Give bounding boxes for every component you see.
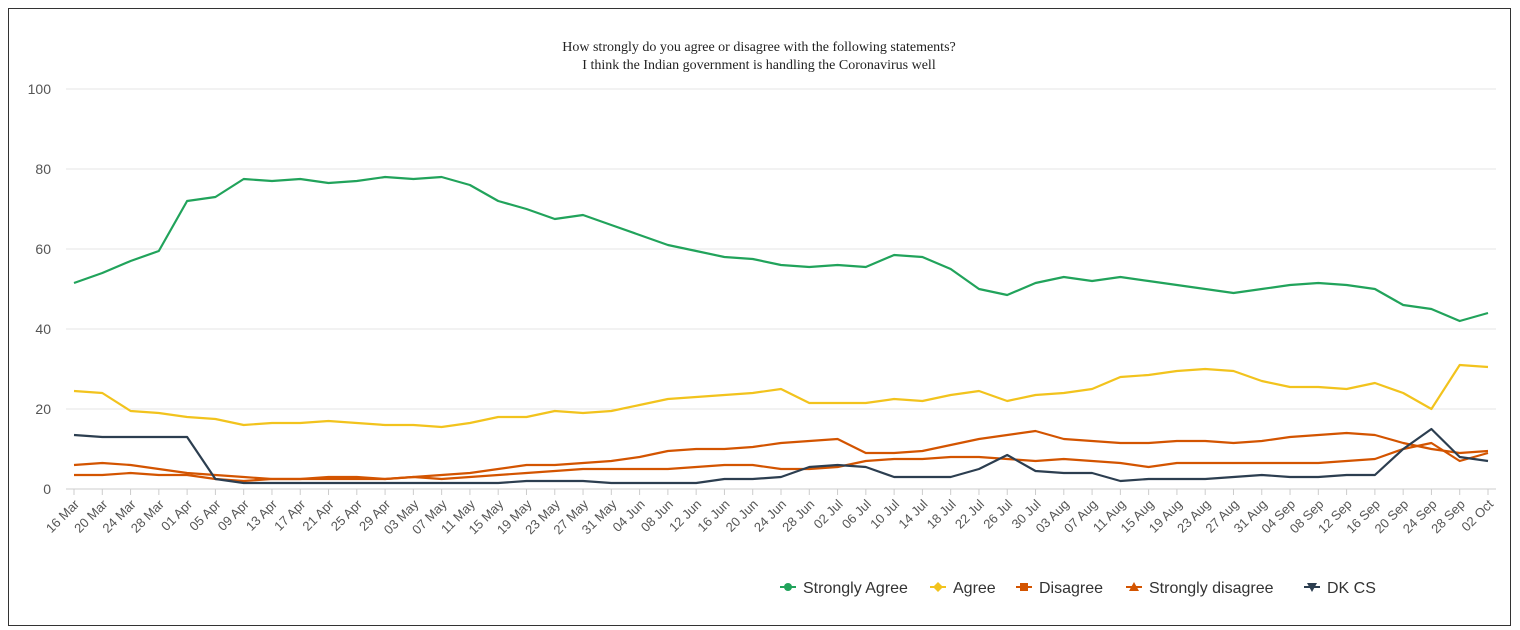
x-tick-label: 22 Jul	[952, 496, 987, 531]
triangle-marker-icon	[1129, 582, 1139, 591]
legend-label: Strongly Agree	[803, 580, 908, 597]
legend-item-disagree[interactable]: Disagree	[1016, 580, 1103, 597]
x-tick-label: 28 Mar	[128, 496, 168, 536]
chart-title: How strongly do you agree or disagree wi…	[562, 40, 955, 55]
y-tick-label: 80	[35, 161, 51, 177]
series-line-dk-cs[interactable]	[73, 427, 1489, 485]
legend-label: Agree	[953, 580, 996, 597]
y-tick-label: 0	[43, 481, 51, 497]
legend-item-strongly-agree[interactable]: Strongly Agree	[780, 580, 908, 597]
legend-label: Strongly disagree	[1149, 580, 1274, 597]
series-group	[73, 175, 1489, 485]
y-axis: 0 20 40 60 80 100	[28, 81, 52, 497]
series-line-strongly-disagree[interactable]	[74, 441, 1489, 483]
series-line-disagree[interactable]	[73, 429, 1489, 481]
y-tick-label: 20	[35, 401, 51, 417]
x-tick-label: 28 Jun	[779, 497, 817, 535]
y-tick-label: 60	[35, 241, 51, 257]
triangle-down-marker-icon	[1307, 583, 1317, 592]
x-tick-label: 18 Jul	[924, 496, 959, 531]
legend-label: Disagree	[1039, 580, 1103, 597]
chart-subtitle: I think the Indian government is handlin…	[582, 58, 936, 73]
legend-item-agree[interactable]: Agree	[930, 580, 996, 597]
x-tick-label: 02 Oct	[1458, 496, 1496, 534]
legend-label: DK CS	[1327, 580, 1376, 597]
legend-item-strongly-disagree[interactable]: Strongly disagree	[1126, 580, 1274, 597]
y-grid	[66, 88, 1496, 490]
x-tick-label: 02 Jul	[811, 496, 846, 531]
line-chart: How strongly do you agree or disagree wi…	[28, 40, 1497, 597]
y-tick-label: 100	[28, 81, 52, 97]
x-tick-label: 14 Jul	[895, 496, 930, 531]
x-tick-label: 06 Jul	[839, 496, 874, 531]
diamond-marker-icon	[933, 582, 943, 592]
legend[interactable]: Strongly Agree Agree Disagree Strongly disa…	[780, 580, 1376, 597]
legend-item-dk-cs[interactable]: DK CS	[1304, 580, 1376, 597]
y-tick-label: 40	[35, 321, 51, 337]
circle-marker-icon	[784, 583, 792, 591]
chart-frame: How strongly do you agree or disagree wi…	[8, 8, 1511, 626]
series-line-strongly-agree[interactable]	[73, 175, 1489, 323]
series-line-agree[interactable]	[73, 363, 1489, 429]
x-tick-label: 26 Jul	[980, 496, 1015, 531]
x-tick-label: 10 Jul	[867, 496, 902, 531]
square-marker-icon	[1020, 583, 1028, 591]
